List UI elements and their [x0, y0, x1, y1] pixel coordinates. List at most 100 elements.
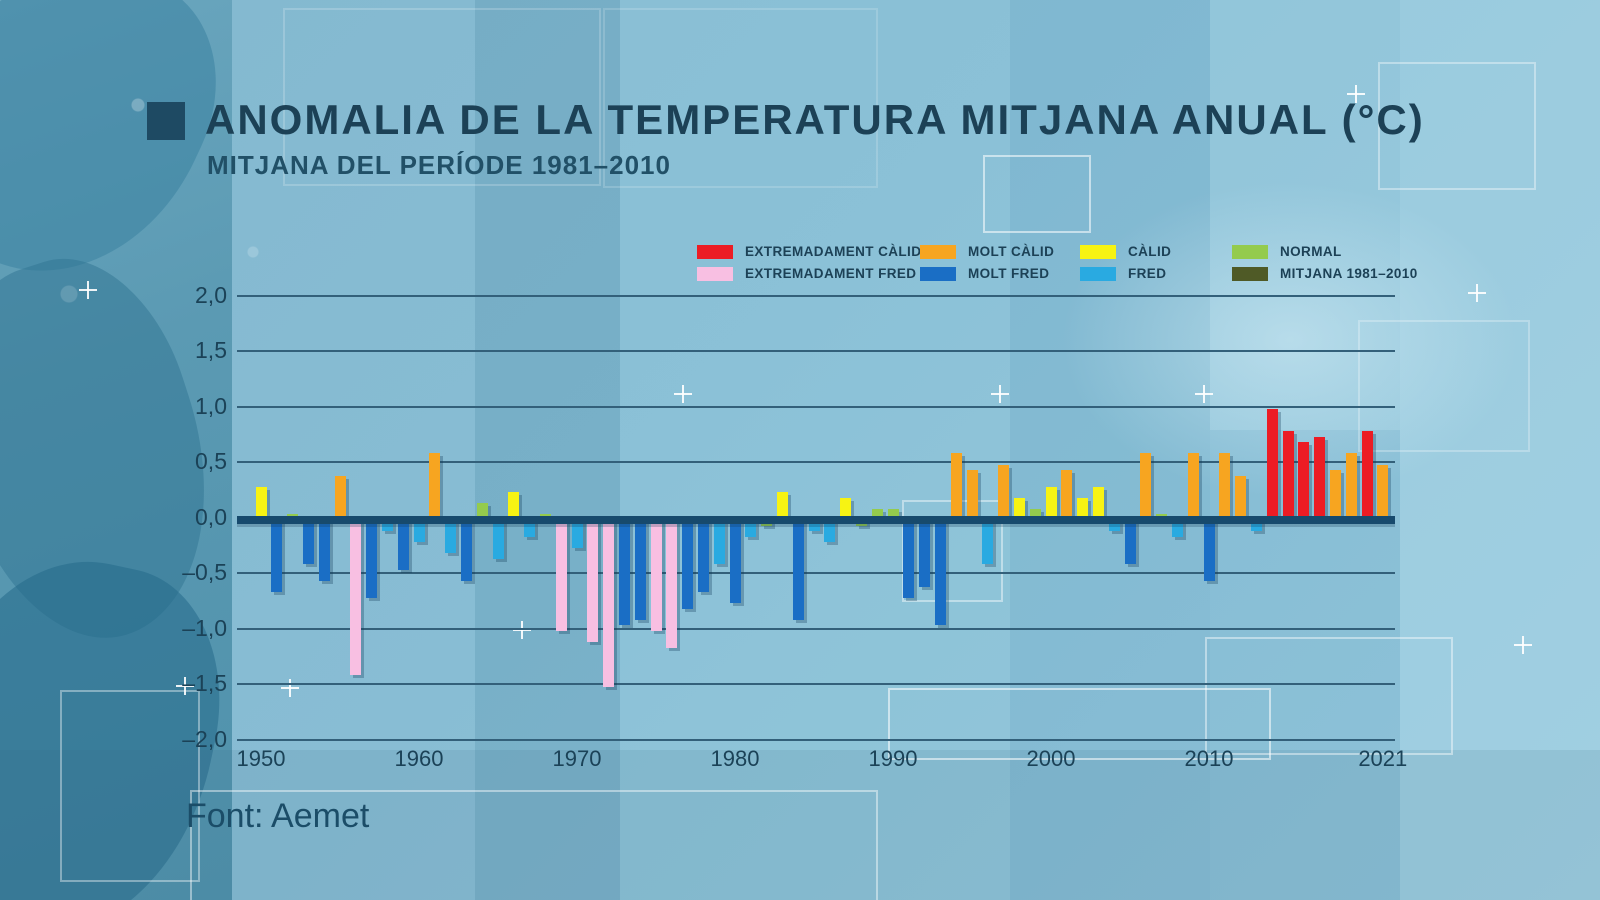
bar-1984 [792, 520, 804, 620]
legend-swatch-mitjana [1232, 267, 1268, 281]
bar-1985 [808, 520, 820, 532]
y-axis-tick-label: –2,0 [182, 725, 227, 752]
y-axis-tick-label: –0,5 [182, 559, 227, 585]
bar-1992 [919, 520, 931, 587]
bar-2021 [1377, 464, 1389, 520]
bar-1951 [271, 520, 283, 593]
bar-1962 [445, 520, 457, 554]
bar-1963 [460, 520, 472, 582]
bar-1957 [366, 520, 378, 598]
bar-2013 [1250, 520, 1262, 532]
bar-2017 [1314, 436, 1326, 520]
bar-1976 [666, 520, 678, 648]
bar-1975 [650, 520, 662, 631]
bar-2010 [1203, 520, 1215, 582]
bar-1996 [982, 520, 994, 565]
bar-2005 [1124, 520, 1136, 565]
bar-1979 [713, 520, 725, 565]
bar-2019 [1345, 453, 1357, 520]
legend-label: CÀLID [1128, 244, 1172, 259]
bar-2016 [1298, 442, 1310, 520]
bar-1973 [618, 520, 630, 626]
outline-box [283, 8, 601, 186]
bar-1953 [302, 520, 314, 565]
bar-2002 [1077, 497, 1089, 520]
x-axis-tick-label: 2000 [1026, 746, 1076, 771]
legend-item: FRED [1080, 266, 1300, 282]
bar-2020 [1361, 431, 1373, 520]
bar-2014 [1266, 409, 1278, 520]
gridline [237, 627, 1395, 630]
bar-1978 [697, 520, 709, 593]
bar-2011 [1219, 453, 1231, 520]
legend-item: MITJANA 1981–2010 [1232, 266, 1452, 282]
bar-1956 [350, 520, 362, 676]
outline-box [1205, 637, 1453, 755]
plus-marker [79, 281, 97, 299]
y-axis-tick-label: –1,5 [182, 670, 227, 696]
bar-1977 [682, 520, 694, 609]
bar-1995 [966, 470, 978, 520]
legend-item: CÀLID [1080, 244, 1300, 260]
legend-item: MOLT FRED [920, 266, 1140, 282]
x-axis-tick-label: 1960 [394, 746, 444, 771]
bar-1989 [871, 508, 883, 520]
bar-2015 [1282, 431, 1294, 520]
bar-1965 [492, 520, 504, 559]
bar-1983 [776, 492, 788, 520]
bar-1991 [903, 520, 915, 598]
legend-item: MOLT CÀLID [920, 244, 1140, 260]
x-axis-tick-label: 2021 [1358, 746, 1408, 771]
legend-swatch-normal [1232, 245, 1268, 259]
bar-2003 [1092, 486, 1104, 520]
x-axis-tick-label: 1990 [868, 746, 918, 771]
bar-1974 [634, 520, 646, 620]
outline-box [1358, 320, 1530, 452]
legend-label: FRED [1128, 266, 1167, 281]
legend-item: EXTREMADAMENT CÀLID [697, 244, 921, 260]
y-axis-tick-label: 0,0 [195, 503, 227, 530]
bar-1997 [998, 464, 1010, 520]
plus-marker [281, 679, 299, 697]
legend-swatch-fred [1080, 267, 1116, 281]
bar-1964 [476, 503, 488, 520]
page-title: ANOMALIA DE LA TEMPERATURA MITJANA ANUAL… [205, 96, 1425, 143]
outline-box [190, 790, 878, 900]
bar-1994 [950, 453, 962, 520]
plus-marker [1514, 636, 1532, 654]
bar-1959 [397, 520, 409, 570]
bar-2009 [1187, 453, 1199, 520]
bar-1954 [318, 520, 330, 582]
bar-1955 [334, 475, 346, 520]
bar-2000 [1045, 486, 1057, 520]
legend-label: MOLT FRED [968, 266, 1050, 281]
legend-swatch-molt_calid [920, 245, 956, 259]
bar-1993 [934, 520, 946, 626]
bar-2004 [1108, 520, 1120, 532]
bar-2006 [1140, 453, 1152, 520]
y-axis-tick-label: 1,0 [195, 392, 227, 419]
plus-marker [513, 621, 531, 639]
y-axis-tick-label: –1,0 [182, 614, 227, 641]
bar-1969 [555, 520, 567, 631]
bar-2012 [1235, 475, 1247, 520]
bar-1987 [840, 497, 852, 520]
bar-2008 [1171, 520, 1183, 537]
outline-box [60, 690, 200, 882]
outline-box [603, 8, 878, 188]
page-subtitle: MITJANA DEL PERÍODE 1981–2010 [207, 150, 671, 180]
bar-1967 [524, 520, 536, 537]
bar-2018 [1329, 470, 1341, 520]
legend-label: NORMAL [1280, 244, 1342, 259]
bar-1960 [413, 520, 425, 543]
gridline [237, 572, 1395, 574]
outline-box [1378, 62, 1536, 190]
y-axis-tick-label: 0,5 [195, 448, 227, 474]
legend-label: MITJANA 1981–2010 [1280, 266, 1418, 281]
gridline [237, 738, 1395, 741]
legend-label: EXTREMADAMENT FRED [745, 266, 917, 281]
plus-marker [1468, 284, 1486, 302]
bar-1990 [887, 508, 899, 520]
